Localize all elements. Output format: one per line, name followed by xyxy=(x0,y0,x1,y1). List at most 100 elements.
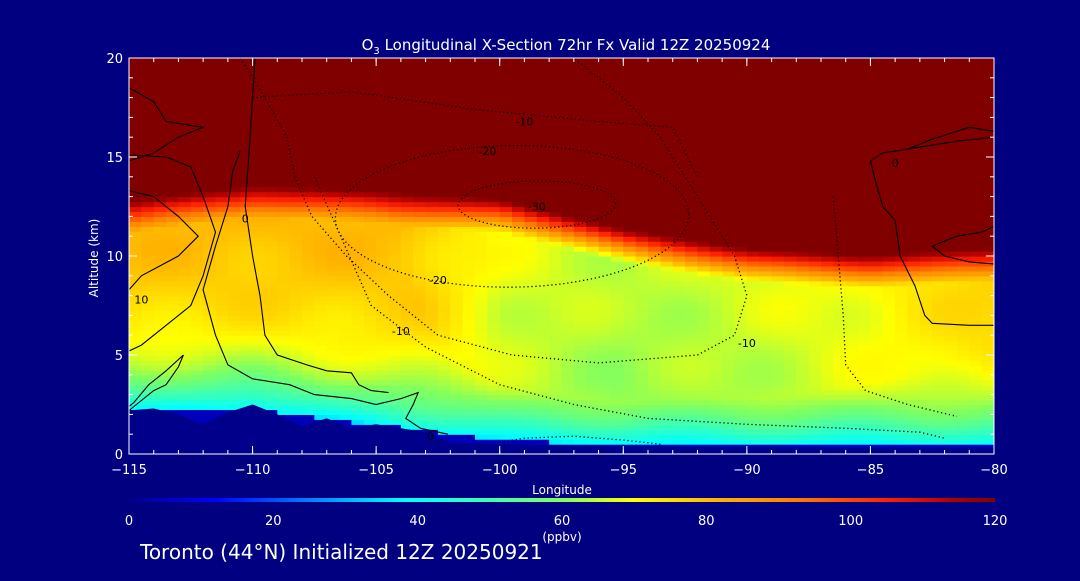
heatmap-cell xyxy=(672,384,686,391)
heatmap-cell xyxy=(573,246,587,252)
heatmap-cell xyxy=(215,176,229,183)
heatmap-cell xyxy=(141,330,155,336)
heatmap-cell xyxy=(363,359,377,366)
heatmap-cell xyxy=(400,191,414,198)
heatmap-cell xyxy=(326,112,340,118)
heatmap-cell xyxy=(623,275,637,282)
heatmap-cell xyxy=(685,345,699,351)
heatmap-cell xyxy=(796,186,810,193)
heatmap-cell xyxy=(746,147,760,153)
heatmap-cell xyxy=(462,414,476,420)
heatmap-cell xyxy=(512,201,526,208)
heatmap-cell xyxy=(314,335,328,341)
heatmap-cell xyxy=(141,320,155,326)
heatmap-cell xyxy=(623,191,637,198)
heatmap-cell xyxy=(141,300,155,307)
heatmap-cell xyxy=(573,117,587,123)
heatmap-cell xyxy=(450,206,464,213)
heatmap-cell xyxy=(709,399,723,406)
heatmap-cell xyxy=(672,236,686,242)
heatmap-cell xyxy=(573,157,587,163)
heatmap-cell xyxy=(351,256,365,262)
heatmap-cell xyxy=(178,260,192,267)
heatmap-cell xyxy=(166,196,180,203)
heatmap-cell xyxy=(425,77,439,84)
heatmap-cell xyxy=(685,260,699,267)
heatmap-cell xyxy=(475,409,488,415)
heatmap-cell xyxy=(598,275,612,282)
heatmap-cell xyxy=(277,280,291,287)
heatmap-cell xyxy=(475,419,488,425)
heatmap-cell xyxy=(536,300,550,307)
heatmap-cell xyxy=(277,359,291,366)
heatmap-cell xyxy=(759,67,773,74)
heatmap-cell xyxy=(549,127,563,133)
heatmap-cell xyxy=(648,137,661,143)
heatmap-cell xyxy=(845,142,859,148)
heatmap-cell xyxy=(240,246,254,252)
heatmap-cell xyxy=(660,142,674,148)
heatmap-cell xyxy=(573,127,587,133)
heatmap-cell xyxy=(660,58,674,64)
heatmap-cell xyxy=(610,122,624,128)
heatmap-cell xyxy=(512,359,526,366)
heatmap-cell xyxy=(141,157,155,163)
heatmap-cell xyxy=(759,355,773,361)
heatmap-cell xyxy=(462,152,476,158)
heatmap-cell xyxy=(697,389,711,396)
heatmap-cell xyxy=(326,236,340,242)
heatmap-cell xyxy=(129,142,142,148)
heatmap-cell xyxy=(512,310,526,316)
heatmap-cell xyxy=(821,102,834,109)
heatmap-cell xyxy=(746,82,760,89)
heatmap-cell xyxy=(129,300,142,307)
heatmap-cell xyxy=(277,97,291,104)
heatmap-cell xyxy=(672,82,686,89)
heatmap-cell xyxy=(524,117,538,123)
heatmap-cell xyxy=(512,315,526,321)
heatmap-cell xyxy=(190,92,204,99)
heatmap-cell xyxy=(623,231,637,237)
heatmap-cell xyxy=(413,290,427,297)
heatmap-cell xyxy=(660,414,674,420)
heatmap-cell xyxy=(425,345,439,351)
heatmap-cell xyxy=(240,236,254,242)
heatmap-cell xyxy=(512,147,526,153)
heatmap-cell xyxy=(660,394,674,401)
heatmap-cell xyxy=(289,315,303,321)
heatmap-cell xyxy=(845,191,859,198)
heatmap-cell xyxy=(660,275,674,282)
heatmap-cell xyxy=(833,429,847,435)
heatmap-cell xyxy=(858,201,872,208)
heatmap-cell xyxy=(672,206,686,213)
heatmap-cell xyxy=(660,147,674,153)
heatmap-cell xyxy=(190,186,204,193)
heatmap-cell xyxy=(685,181,699,188)
heatmap-cell xyxy=(475,394,488,401)
heatmap-cell xyxy=(314,394,328,401)
heatmap-cell xyxy=(166,389,180,396)
heatmap-cell xyxy=(796,251,810,257)
heatmap-cell xyxy=(796,147,810,153)
heatmap-cell xyxy=(685,414,699,420)
heatmap-cell xyxy=(685,221,699,227)
heatmap-cell xyxy=(437,310,451,316)
heatmap-cell xyxy=(351,305,365,312)
heatmap-cell xyxy=(648,236,661,242)
heatmap-cell xyxy=(339,132,353,138)
heatmap-cell xyxy=(821,275,834,282)
heatmap-cell xyxy=(858,147,872,153)
heatmap-cell xyxy=(339,404,353,411)
heatmap-cell xyxy=(882,226,896,232)
heatmap-cell xyxy=(240,374,254,381)
heatmap-cell xyxy=(512,92,526,99)
heatmap-cell xyxy=(326,404,340,411)
heatmap-cell xyxy=(400,359,414,366)
heatmap-cell xyxy=(462,275,476,282)
heatmap-cell xyxy=(289,142,303,148)
heatmap-cell xyxy=(796,439,810,445)
heatmap-cell xyxy=(252,87,266,94)
heatmap-cell xyxy=(178,82,192,89)
heatmap-cell xyxy=(796,419,810,425)
heatmap-cell xyxy=(808,122,822,128)
